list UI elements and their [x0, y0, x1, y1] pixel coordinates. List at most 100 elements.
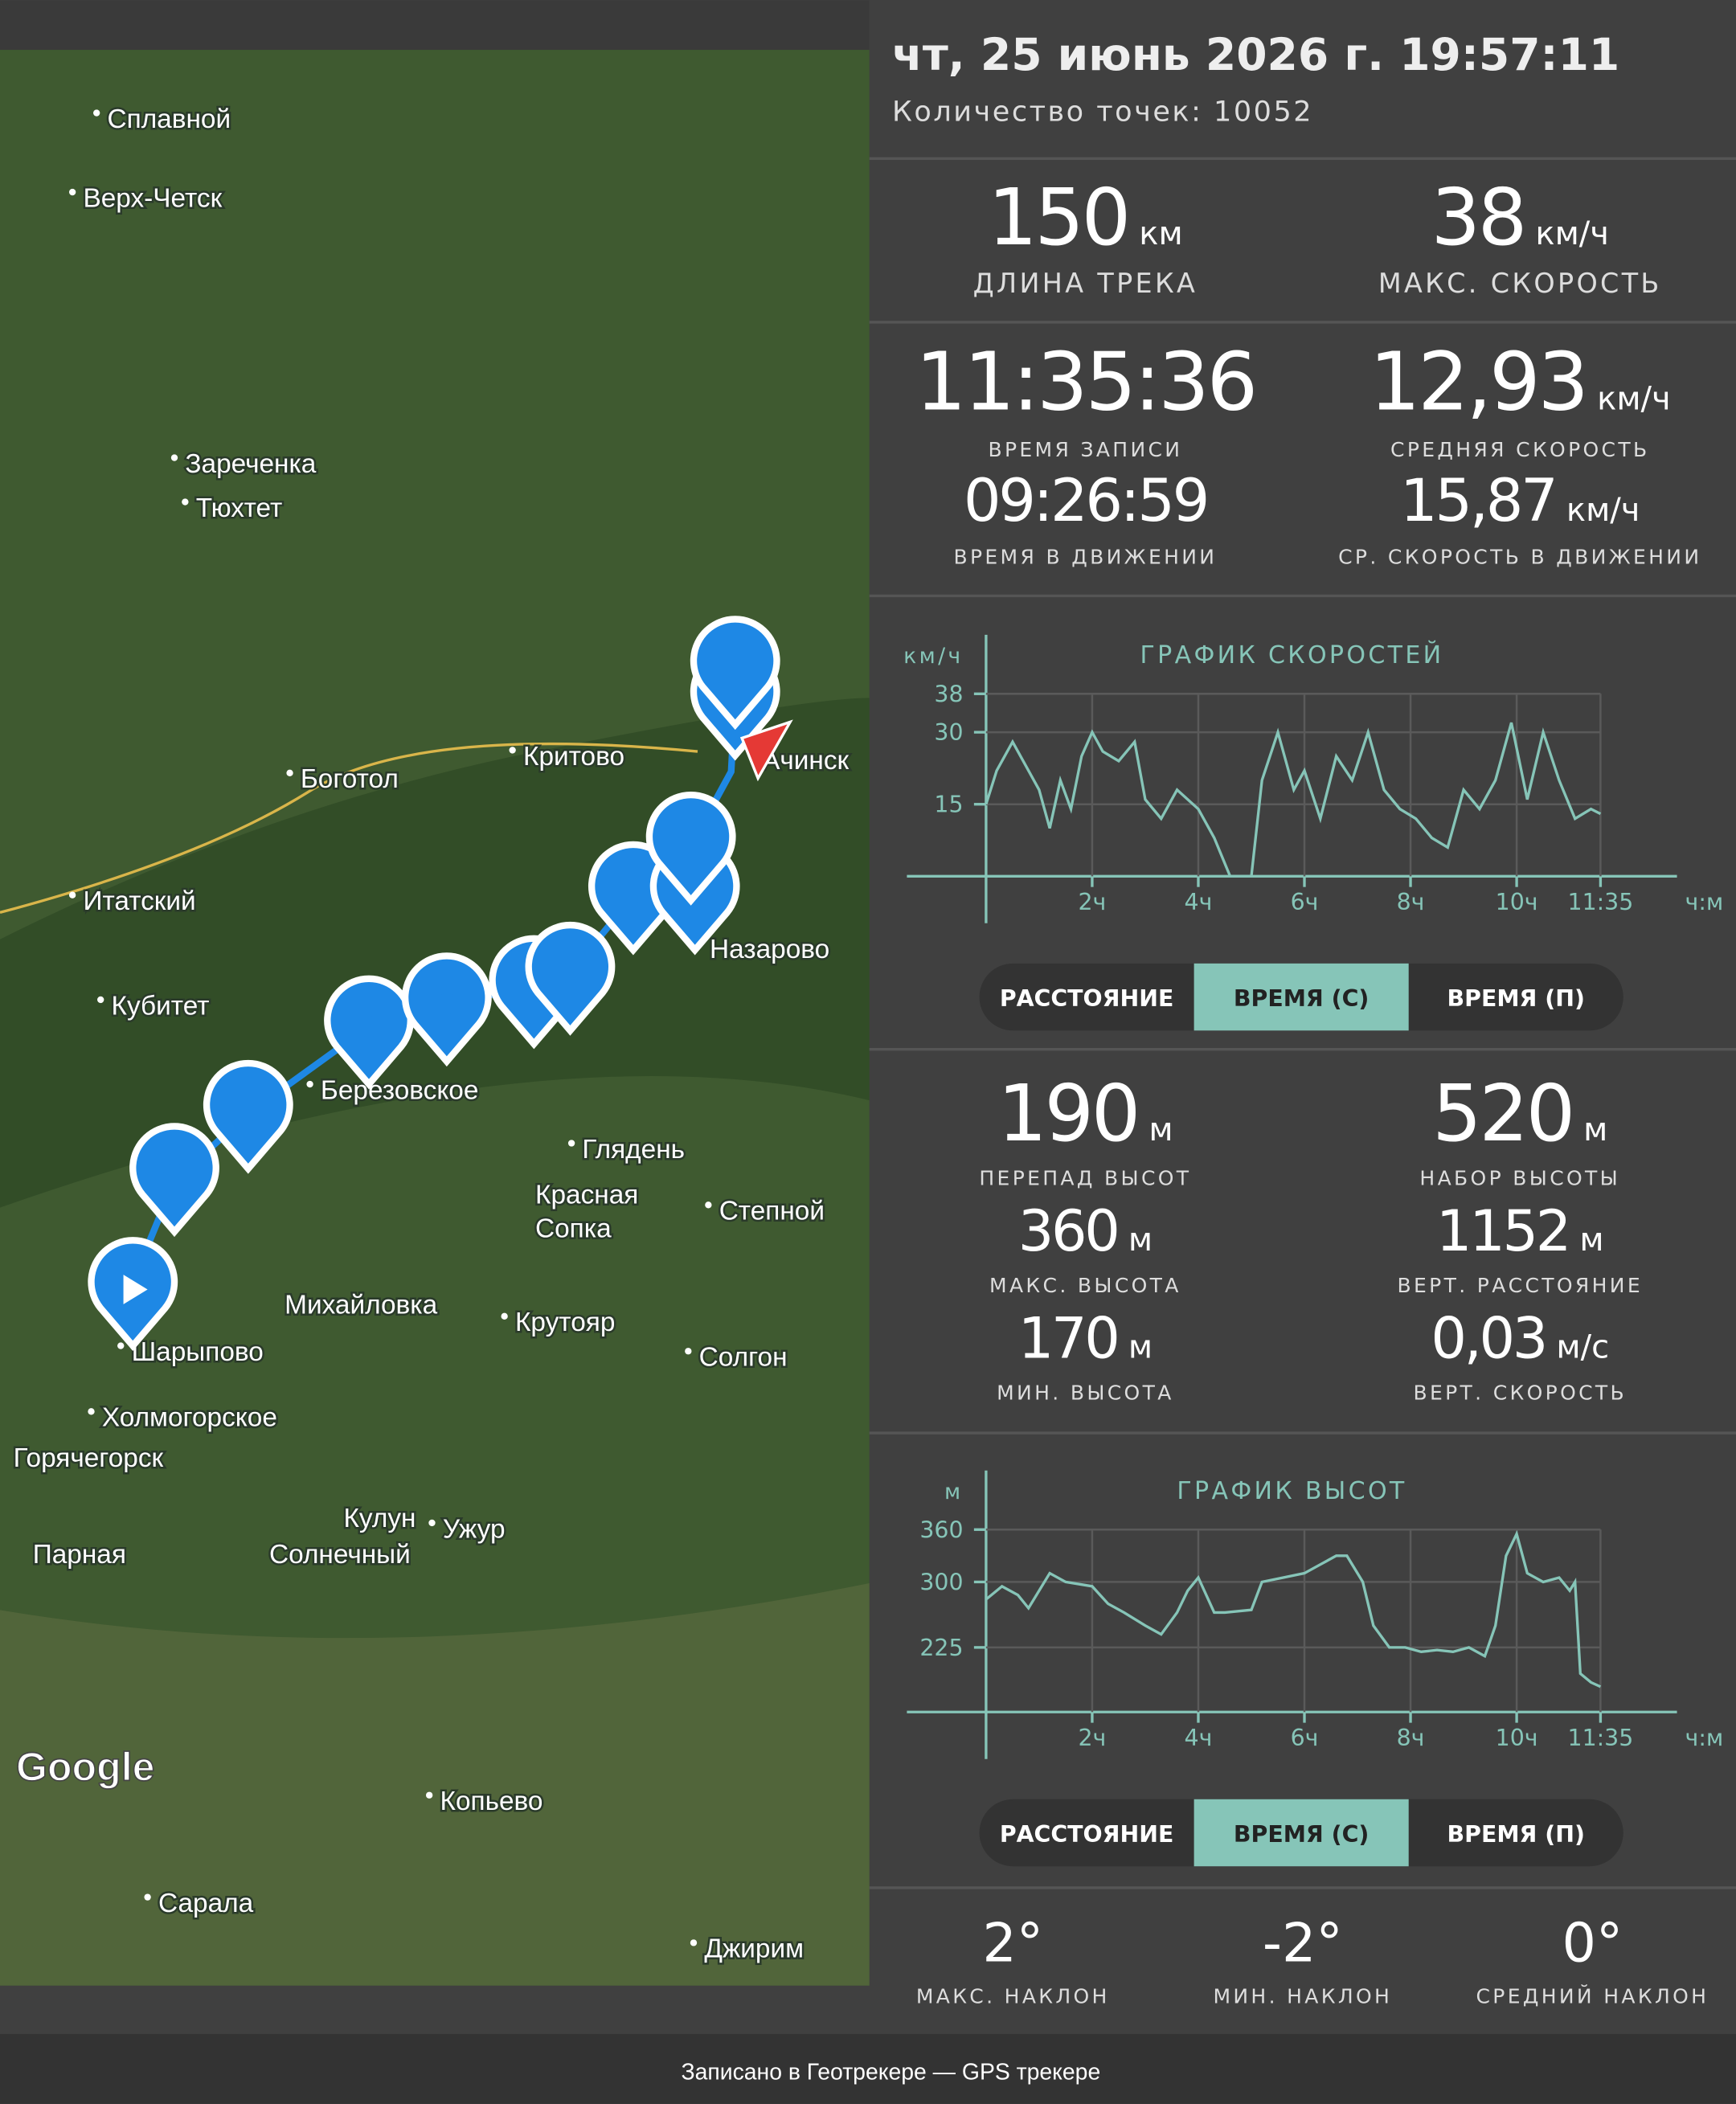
- stat-number: 150: [988, 172, 1128, 263]
- place-label: Ужур: [443, 1514, 506, 1544]
- place-label: Солнечный: [269, 1540, 411, 1570]
- pin-dot: [358, 1015, 380, 1038]
- place-label: Парная: [33, 1540, 126, 1570]
- chart-title: ГРАФИК СКОРОСТЕЙ: [1140, 641, 1443, 669]
- stat-number: 360: [1018, 1198, 1118, 1264]
- y-axis-label: м: [944, 1480, 963, 1504]
- toggle-option[interactable]: ВРЕМЯ (П): [1447, 1821, 1585, 1848]
- stat-label: МАКС. ВЫСОТА: [989, 1274, 1181, 1297]
- stat-value: 170 м: [1018, 1306, 1153, 1372]
- x-tick-label: 10ч: [1496, 889, 1538, 915]
- stat-label: СР. СКОРОСТЬ В ДВИЖЕНИИ: [1338, 545, 1701, 568]
- place-dot: [144, 1893, 151, 1901]
- x-tick-label: 11:35: [1568, 1725, 1634, 1751]
- place-dot: [182, 498, 189, 506]
- place-dot: [97, 996, 104, 1004]
- map[interactable]: СплавнойВерх-ЧетскЗареченкаТюхтетДвинкаБ…: [0, 50, 870, 1986]
- datetime: чт, 25 июнь 2026 г. 19:57:11: [892, 29, 1619, 80]
- place-dot: [705, 1201, 712, 1209]
- x-tick-label: 4ч: [1185, 889, 1213, 915]
- stat-label: ВЕРТ. СКОРОСТЬ: [1413, 1381, 1627, 1404]
- series-line: [985, 1529, 1602, 1689]
- stat-unit: км/ч: [1566, 492, 1640, 529]
- place-label: Тюхтет: [196, 493, 283, 523]
- stat-unit: м: [1583, 1111, 1607, 1148]
- stat-value: 190 м: [997, 1068, 1173, 1159]
- map-footer-bg: [0, 1985, 870, 2034]
- place-label: Назарово: [710, 935, 829, 964]
- stat-value: 150 км: [988, 172, 1183, 263]
- stat-label: СРЕДНЯЯ СКОРОСТЬ: [1390, 438, 1649, 461]
- stat-value: 38 км/ч: [1431, 172, 1609, 263]
- place-label: Сарала: [158, 1889, 254, 1918]
- stat-number: 170: [1018, 1306, 1118, 1372]
- stat-value: 1152 м: [1436, 1198, 1604, 1264]
- place-label: Кубитет: [112, 991, 210, 1021]
- stat-value: 15,87 км/ч: [1400, 467, 1640, 535]
- place-label: Солгон: [699, 1343, 788, 1373]
- slope-label: МИН. НАКЛОН: [1213, 1984, 1392, 2008]
- stat-value: 520 м: [1432, 1068, 1607, 1159]
- place-label: Холмогорское: [102, 1403, 277, 1433]
- play-icon: [123, 1275, 148, 1304]
- stat-label: ВЕРТ. РАССТОЯНИЕ: [1398, 1274, 1643, 1297]
- place-dot: [685, 1348, 692, 1355]
- stat-unit: м: [1148, 1111, 1173, 1148]
- y-axis-label: км/ч: [903, 644, 963, 669]
- y-tick-label: 38: [934, 681, 963, 707]
- finish-flag: [739, 719, 793, 782]
- stat-unit: км/ч: [1597, 380, 1671, 417]
- stat-value: 12,93 км/ч: [1370, 334, 1671, 428]
- x-tick-label: 4ч: [1185, 1725, 1213, 1751]
- slope-value: 2°: [982, 1912, 1043, 1975]
- place-dot: [428, 1519, 436, 1527]
- place-label: Шарыпово: [132, 1337, 264, 1367]
- place-label: Глядень: [582, 1135, 685, 1165]
- x-axis-label: ч:м: [1685, 1725, 1724, 1751]
- y-tick-label: 15: [934, 792, 963, 818]
- footer-bg: [0, 2033, 1736, 2104]
- place-dot: [93, 109, 100, 117]
- place-label: Березовское: [321, 1075, 479, 1105]
- y-tick-label: 300: [919, 1569, 963, 1595]
- stat-number: 0,03: [1431, 1306, 1546, 1372]
- toggle-option[interactable]: ВРЕМЯ (С): [1234, 985, 1369, 1012]
- stat-label: МИН. ВЫСОТА: [997, 1381, 1174, 1404]
- place-dot: [567, 1140, 575, 1147]
- pin-dot: [622, 882, 645, 903]
- place-label: Копьево: [440, 1787, 543, 1816]
- place-label: Джирим: [704, 1934, 804, 1964]
- stat-number: 12,93: [1370, 334, 1587, 428]
- toggle-option[interactable]: РАССТОЯНИЕ: [1000, 985, 1174, 1012]
- place-dot: [68, 891, 76, 898]
- stat-unit: м: [1128, 1329, 1153, 1366]
- place-label: Степной: [719, 1197, 825, 1226]
- x-tick-label: 11:35: [1568, 889, 1634, 915]
- y-tick-label: 360: [919, 1517, 963, 1543]
- stat-unit: км: [1139, 215, 1182, 252]
- x-tick-label: 8ч: [1397, 889, 1425, 915]
- panel: 150 км ДЛИНА ТРЕКА 38 км/ч МАКС. СКОРОСТЬ 11:3…: [869, 157, 1736, 2008]
- chart-title: ГРАФИК ВЫСОТ: [1177, 1477, 1406, 1505]
- stat-value: 0,03 м/с: [1431, 1306, 1609, 1372]
- toggle-option[interactable]: ВРЕМЯ (С): [1234, 1821, 1369, 1848]
- stat-unit: км/ч: [1535, 215, 1609, 252]
- road: [0, 742, 698, 915]
- toggle-option[interactable]: РАССТОЯНИЕ: [1000, 1821, 1174, 1848]
- place-label: Верх-Четск: [83, 183, 222, 213]
- place-dot: [690, 1939, 698, 1946]
- series-line: [985, 722, 1602, 878]
- top-bar: [0, 0, 870, 51]
- stat-number: 520: [1432, 1068, 1573, 1159]
- pin-dot: [163, 1163, 186, 1185]
- steppe: [0, 1583, 870, 1986]
- toggle-option[interactable]: ВРЕМЯ (П): [1447, 985, 1585, 1012]
- toggle-active: [1194, 1799, 1409, 1867]
- stat-label: ПЕРЕПАД ВЫСОТ: [979, 1166, 1191, 1189]
- x-tick-label: 2ч: [1079, 889, 1107, 915]
- place-dot: [509, 747, 516, 754]
- stat-label: НАБОР ВЫСОТЫ: [1419, 1166, 1620, 1189]
- pin-dot: [680, 832, 702, 853]
- pin-dot: [237, 1100, 260, 1122]
